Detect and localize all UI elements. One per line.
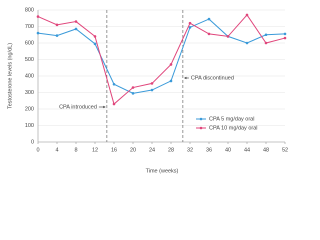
- y-tick-label: 600: [25, 40, 34, 46]
- data-point: [112, 82, 116, 86]
- data-point: [188, 21, 192, 25]
- y-tick-label: 800: [25, 7, 34, 13]
- y-tick-label: 700: [25, 24, 34, 30]
- data-point: [112, 102, 116, 106]
- x-tick-label: 24: [149, 147, 155, 153]
- y-tick-label: 300: [25, 90, 34, 96]
- data-point: [55, 34, 59, 37]
- data-point: [169, 79, 173, 83]
- legend-swatch-dot: [199, 117, 203, 121]
- data-point: [131, 86, 135, 89]
- x-axis-title: Time (weeks): [146, 168, 179, 174]
- data-point: [36, 15, 40, 18]
- x-tick-label: 44: [244, 147, 250, 153]
- data-point: [74, 20, 78, 23]
- annotation: CPA discontinued: [191, 75, 234, 81]
- data-point: [264, 33, 268, 37]
- x-tick-label: 4: [55, 147, 58, 153]
- x-tick-label: 8: [74, 147, 77, 153]
- data-point: [55, 23, 59, 27]
- data-point: [93, 35, 97, 38]
- series-line: [37, 14, 286, 105]
- y-tick-label: 200: [25, 106, 34, 112]
- x-tick-label: 40: [225, 147, 231, 153]
- x-tick-label: 12: [92, 147, 98, 153]
- x-tick-label: 16: [111, 147, 117, 153]
- series-line: [37, 18, 286, 94]
- data-point: [283, 32, 287, 36]
- y-tick-label: 100: [25, 123, 34, 129]
- x-tick-label: 36: [206, 147, 212, 153]
- data-point: [150, 88, 154, 92]
- y-tick-label: 0: [31, 139, 34, 145]
- data-point: [36, 31, 40, 35]
- data-point: [150, 82, 154, 85]
- annotation-arrowhead: [103, 105, 106, 109]
- legend-swatch-dot: [199, 126, 203, 130]
- legend-label: CPA 10 mg/day oral: [209, 125, 258, 131]
- data-point: [283, 36, 287, 40]
- x-tick-label: 32: [187, 147, 193, 153]
- x-tick-label: 52: [282, 147, 288, 153]
- y-tick-label: 500: [25, 57, 34, 63]
- annotation-arrowhead: [184, 76, 187, 80]
- chart: Time (weeks) Testosterone levels (ng/dL)…: [7, 7, 288, 174]
- data-point: [226, 35, 230, 38]
- data-point: [169, 63, 173, 66]
- data-point: [93, 42, 97, 46]
- data-point: [245, 13, 249, 17]
- x-tick-label: 48: [263, 147, 269, 153]
- x-tick-label: 20: [130, 147, 136, 153]
- x-tick-label: 28: [168, 147, 174, 153]
- data-point: [207, 32, 211, 36]
- data-point: [264, 41, 268, 45]
- legend-label: CPA 5 mg/day oral: [209, 116, 254, 122]
- data-point: [245, 41, 249, 45]
- data-point: [74, 27, 78, 31]
- x-tick-label: 0: [36, 147, 39, 153]
- data-point: [131, 92, 135, 95]
- data-point: [207, 17, 211, 21]
- data-point: [188, 26, 192, 29]
- y-tick-label: 400: [25, 73, 34, 79]
- annotation: CPA introduced: [59, 104, 97, 110]
- y-axis-title: Testosterone levels (ng/dL): [7, 43, 13, 109]
